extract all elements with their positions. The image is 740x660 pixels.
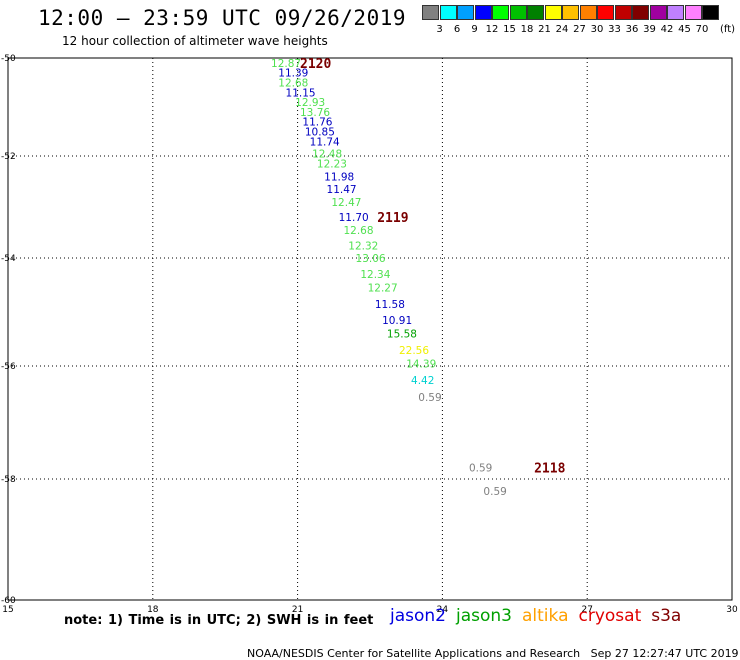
swh-value: 12.48 [312,149,342,161]
swh-value: 13.06 [356,253,386,265]
mission-cryosat: cryosat [578,606,642,626]
colorbar-tick-label: 21 [538,24,551,35]
swh-value: 11.15 [286,87,316,99]
colorbar-tick-label: 45 [678,24,691,35]
lon-tick-label: 27 [581,605,592,615]
mission-altika: altika [522,606,569,626]
lon-tick-label: 30 [726,605,738,615]
swh-value: 14.39 [406,358,436,370]
mission-jason3: jason3 [456,606,512,626]
colorbar-swatch [649,5,667,20]
lat-tick-label: -56 [1,362,16,372]
footer-note: note: 1) Time is in UTC; 2) SWH is in fe… [64,613,374,628]
swh-value: 11.39 [278,68,308,80]
mission-legend: jason2 jason3 altika cryosat s3a [390,606,691,626]
colorbar-tick-label: 39 [643,24,656,35]
colorbar-swatch [667,5,684,20]
lon-tick-label: 18 [147,605,159,615]
swh-value: 12.87 [271,58,301,70]
chart-subtitle: 12 hour collection of altimeter wave hei… [62,34,328,48]
swh-value: 22.56 [399,345,429,357]
credit-timestamp: Sep 27 12:27:47 UTC 2019 [590,647,739,660]
swh-value: 0.59 [483,486,506,498]
pass-number-label: 2120 [300,57,331,72]
colorbar-swatch [632,5,649,20]
lon-tick-label: 15 [2,605,13,615]
credit-text: NOAA/NESDIS Center for Satellite Applica… [247,647,581,660]
colorbar-tick-label: 70 [695,24,709,35]
swh-value: 12.68 [278,78,308,90]
swh-value: 11.58 [375,299,405,311]
colorbar-tick-label: 6 [453,24,461,35]
colorbar-tick-label: 18 [520,24,534,35]
swh-value: 11.98 [324,171,354,183]
colorbar-tick-label: 36 [625,24,639,35]
colorbar-tick-label: 3 [436,24,443,35]
plot-frame [7,57,733,601]
colorbar-tick-label: 42 [660,24,674,35]
chart-title: 12:00 – 23:59 UTC 09/26/2019 [38,6,407,30]
swh-value: 12.68 [343,225,373,237]
colorbar-swatch [492,5,509,20]
colorbar-unit: (ft) [719,24,736,35]
colorbar-swatch [544,5,562,20]
swh-value: 12.27 [368,283,398,295]
mission-jason2: jason2 [390,606,446,626]
lat-tick-label: -50 [1,54,16,64]
swh-value: 12.47 [331,197,361,209]
lon-tick-label: 21 [292,605,303,615]
swh-value: 12.34 [360,269,390,281]
lon-tick-label: 24 [437,605,449,615]
swh-value: 4.42 [411,375,434,387]
colorbar-swatch [527,5,544,20]
colorbar-tick-label: 9 [471,24,478,35]
colorbar-tick-label: 30 [590,24,604,35]
swh-value: 11.76 [302,117,332,129]
swh-value: 11.74 [310,136,340,148]
swh-value: 10.91 [382,315,412,327]
swh-value: 11.47 [327,184,357,196]
swh-value: 13.76 [300,107,330,119]
swh-value: 12.93 [295,97,325,109]
colorbar-tick-label: 33 [608,24,621,35]
lat-tick-label: -52 [1,152,16,162]
swh-value: 0.59 [469,463,492,475]
colorbar-swatch [509,5,527,20]
credit-line: NOAA/NESDIS Center for Satellite Applica… [240,634,739,660]
colorbar-tick-label: 12 [485,24,499,35]
swh-value: 12.32 [348,240,378,252]
lat-tick-label: -60 [1,596,16,606]
colorbar-swatch [614,5,632,20]
colorbar-swatch [684,5,702,20]
mission-s3a: s3a [651,606,682,626]
colorbar-swatch [457,5,474,20]
colorbar-swatch [474,5,492,20]
colorbar-swatch [702,5,719,20]
swh-value: 12.23 [317,159,347,171]
colorbar-tick-label: 15 [503,24,516,35]
colorbar-swatch [597,5,614,20]
pass-number-label: 2118 [534,462,565,477]
colorbar-swatch [422,5,439,20]
lat-tick-label: -58 [1,475,16,485]
colorbar-tick-label: 27 [573,24,586,35]
swh-value: 15.58 [387,329,417,341]
colorbar-swatch [579,5,597,20]
lat-tick-label: -54 [1,254,16,264]
colorbar-swatch [439,5,457,20]
swh-value: 10.85 [305,127,335,139]
pass-number-label: 2119 [377,211,408,226]
colorbar-swatch [562,5,579,20]
colorbar-tick-label: 24 [555,24,569,35]
swh-value: 0.59 [418,392,441,404]
swh-value: 11.70 [339,212,369,224]
